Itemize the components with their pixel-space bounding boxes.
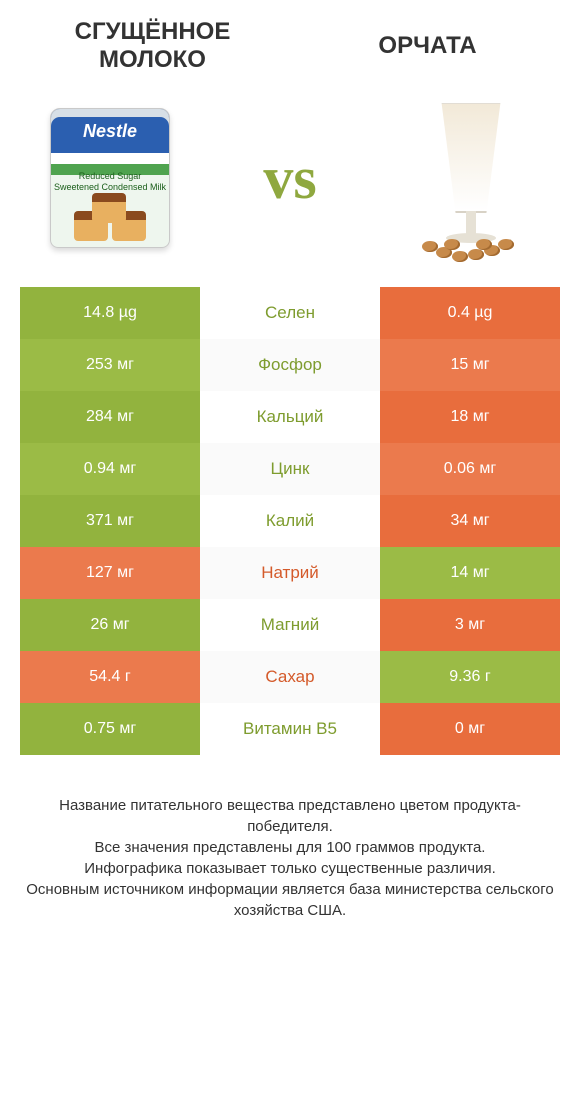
cell-left-value: 127 мг: [20, 547, 200, 599]
cell-nutrient-name: Цинк: [200, 443, 380, 495]
cell-right-value: 15 мг: [380, 339, 560, 391]
footer-line: Основным источником информации является …: [24, 879, 556, 921]
table-row: 284 мгКальций18 мг: [20, 391, 560, 443]
cell-right-value: 14 мг: [380, 547, 560, 599]
footer-line: Все значения представлены для 100 граммо…: [24, 837, 556, 858]
cell-right-value: 3 мг: [380, 599, 560, 651]
cell-left-value: 0.94 мг: [20, 443, 200, 495]
cell-right-value: 0 мг: [380, 703, 560, 755]
footer-line: Название питательного вещества представл…: [24, 795, 556, 837]
cell-right-value: 34 мг: [380, 495, 560, 547]
footer-line: Инфографика показывает только существенн…: [24, 858, 556, 879]
table-row: 253 мгФосфор15 мг: [20, 339, 560, 391]
cell-nutrient-name: Кальций: [200, 391, 380, 443]
footer-notes: Название питательного вещества представл…: [0, 755, 580, 921]
product-right-title: ОРЧАТА: [315, 32, 540, 60]
hero-row: vs: [0, 73, 580, 287]
cell-right-value: 9.36 г: [380, 651, 560, 703]
cell-left-value: 371 мг: [20, 495, 200, 547]
cell-right-value: 18 мг: [380, 391, 560, 443]
product-left-image: [30, 93, 190, 263]
comparison-table: 14.8 µgСелен0.4 µg253 мгФосфор15 мг284 м…: [20, 287, 560, 755]
cell-left-value: 54.4 г: [20, 651, 200, 703]
cell-nutrient-name: Фосфор: [200, 339, 380, 391]
cell-nutrient-name: Калий: [200, 495, 380, 547]
table-row: 54.4 гСахар9.36 г: [20, 651, 560, 703]
cell-nutrient-name: Сахар: [200, 651, 380, 703]
cell-left-value: 284 мг: [20, 391, 200, 443]
header: СГУЩЁННОЕМОЛОКО ОРЧАТА: [0, 0, 580, 73]
table-row: 371 мгКалий34 мг: [20, 495, 560, 547]
cell-right-value: 0.4 µg: [380, 287, 560, 339]
vs-label: vs: [263, 144, 316, 213]
cell-nutrient-name: Магний: [200, 599, 380, 651]
product-right-image: [390, 93, 550, 263]
table-row: 0.94 мгЦинк0.06 мг: [20, 443, 560, 495]
table-row: 14.8 µgСелен0.4 µg: [20, 287, 560, 339]
table-row: 127 мгНатрий14 мг: [20, 547, 560, 599]
condensed-milk-can-icon: [50, 108, 170, 248]
product-left-title: СГУЩЁННОЕМОЛОКО: [40, 18, 265, 73]
table-row: 26 мгМагний3 мг: [20, 599, 560, 651]
horchata-glass-icon: [400, 93, 540, 263]
cell-left-value: 14.8 µg: [20, 287, 200, 339]
table-row: 0.75 мгВитамин B50 мг: [20, 703, 560, 755]
cell-nutrient-name: Натрий: [200, 547, 380, 599]
cell-nutrient-name: Витамин B5: [200, 703, 380, 755]
cell-left-value: 26 мг: [20, 599, 200, 651]
cell-left-value: 0.75 мг: [20, 703, 200, 755]
cell-left-value: 253 мг: [20, 339, 200, 391]
cell-right-value: 0.06 мг: [380, 443, 560, 495]
cell-nutrient-name: Селен: [200, 287, 380, 339]
